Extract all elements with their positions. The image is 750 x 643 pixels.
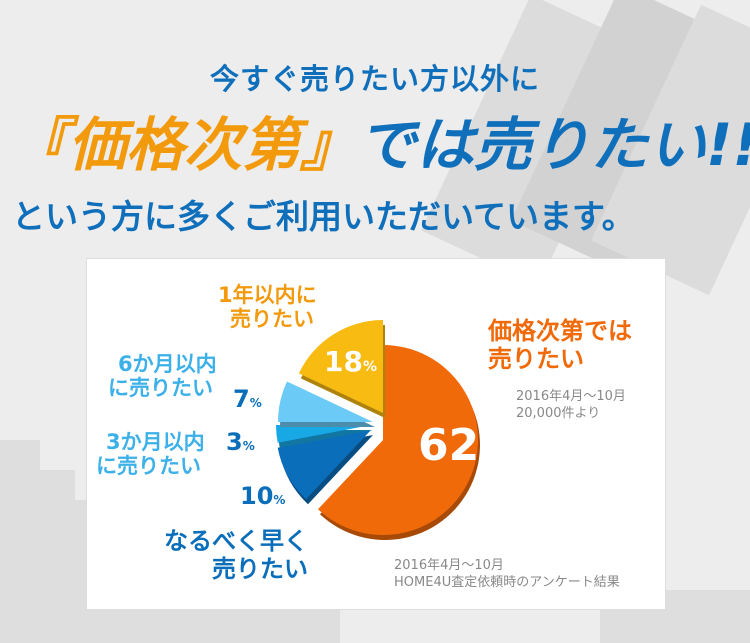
pct-value: 7 [233,385,250,413]
chart-card [86,258,666,610]
headline-line1: 今すぐ売りたい方以外に [209,62,540,96]
pct-sign: % [479,441,502,466]
headline-rest: では売りたい!! [358,111,750,179]
pct-10: 10% [240,482,285,510]
label-line: に売りたい [96,454,201,479]
pie-slice-18 [298,320,383,413]
label-line: 6か月以内 [118,352,217,376]
pct-value: 62 [418,420,480,471]
label-price-dependent: 価格次第では 売りたい [488,317,632,373]
headline-line3: という方に多くご利用いただいています。 [12,197,635,236]
label-line: なるべく早く [164,527,308,555]
pct-18: 18% [324,345,377,378]
pct-value: 3 [226,428,243,456]
pct-sign: % [242,439,255,453]
label-line: 売りたい [488,344,584,373]
pct-sign: % [273,493,286,507]
label-asap: なるべく早く 売りたい [160,527,308,583]
label-line: 売りたい [212,554,308,583]
pct-62: 62% [418,420,501,471]
label-line: に売りたい [108,376,213,401]
pct-value: 10 [240,482,274,510]
pie-slice-7 [278,381,373,422]
label-line: 価格次第では [488,317,632,345]
pct-sign: % [249,396,262,410]
note-line: 2016年4月〜10月 [394,558,504,573]
note-line: 2016年4月〜10月 [516,389,626,404]
label-6months: 6か月以内 に売りたい [108,352,217,400]
money-bills-illustration [421,0,750,296]
pie-slice-3 [276,425,371,443]
label-3months: 3か月以内 に売りたい [96,430,205,478]
pct-sign: % [362,359,377,375]
pie-slice-10 [277,430,371,500]
headline-highlight: 『価格次第』 [10,111,359,179]
note-line: 20,000件より [516,405,601,421]
note-line: HOME4U査定依頼時のアンケート結果 [394,574,620,590]
label-line: 売りたい [230,307,314,332]
pct-3: 3% [226,428,255,456]
pct-7: 7% [233,385,262,413]
note-source: 2016年4月〜10月 HOME4U査定依頼時のアンケート結果 [394,558,620,592]
label-line: 3か月以内 [106,430,205,454]
headline-line2: 『価格次第』では売りたい!! [10,98,750,182]
pie-slice-62 [317,345,479,535]
note-sample: 2016年4月〜10月 20,000件より [516,389,626,423]
label-line: 1年以内に [218,283,317,307]
pct-value: 18 [324,345,363,378]
label-1year: 1年以内に 売りたい [218,283,317,331]
